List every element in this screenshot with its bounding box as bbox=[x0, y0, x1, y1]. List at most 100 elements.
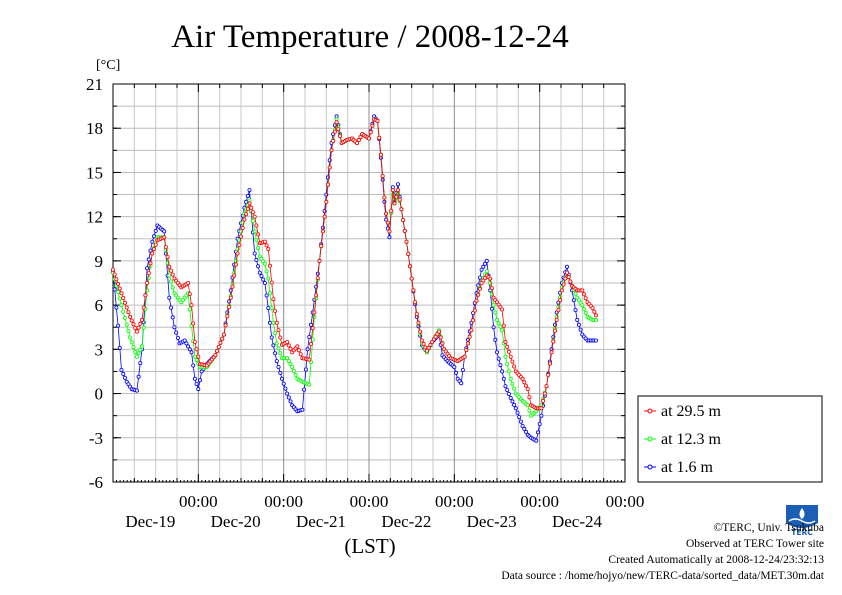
data-point bbox=[325, 182, 330, 187]
data-point bbox=[126, 310, 131, 315]
data-point bbox=[488, 276, 493, 281]
data-point bbox=[114, 305, 119, 310]
data-point bbox=[308, 322, 313, 327]
data-point bbox=[264, 269, 269, 274]
data-point bbox=[279, 376, 284, 381]
data-point bbox=[594, 317, 599, 322]
data-point bbox=[392, 201, 397, 206]
data-point bbox=[213, 353, 218, 358]
legend: at 29.5 m at 12.3 m at 1.6 m bbox=[637, 395, 823, 483]
data-point bbox=[430, 339, 435, 344]
data-point bbox=[278, 370, 283, 375]
data-point bbox=[484, 258, 489, 263]
data-point bbox=[269, 335, 274, 340]
data-point bbox=[594, 313, 599, 318]
data-point bbox=[138, 347, 143, 352]
data-point bbox=[186, 344, 191, 349]
data-point bbox=[418, 329, 423, 334]
data-point bbox=[317, 258, 322, 263]
data-point bbox=[244, 212, 249, 217]
data-point bbox=[288, 399, 293, 404]
data-point bbox=[285, 339, 290, 344]
data-point bbox=[496, 356, 501, 361]
data-point bbox=[505, 388, 510, 393]
data-point bbox=[244, 199, 249, 204]
data-point bbox=[288, 346, 293, 351]
y-tick-label: -6 bbox=[89, 473, 103, 492]
data-point bbox=[134, 329, 139, 334]
data-point bbox=[302, 387, 307, 392]
data-point bbox=[245, 206, 250, 211]
data-point bbox=[384, 211, 389, 216]
data-point bbox=[273, 308, 278, 313]
data-point bbox=[266, 306, 271, 311]
data-point bbox=[522, 380, 527, 385]
x-tick-date-label: Dec-22 bbox=[381, 512, 431, 531]
data-point bbox=[558, 298, 563, 303]
data-point bbox=[151, 234, 156, 239]
data-point bbox=[256, 232, 261, 237]
data-point bbox=[578, 327, 583, 332]
data-point bbox=[332, 129, 337, 134]
data-point bbox=[254, 237, 259, 242]
data-point bbox=[254, 223, 259, 228]
data-point bbox=[426, 345, 431, 350]
data-point bbox=[250, 219, 255, 224]
data-point bbox=[368, 130, 373, 135]
legend-marker bbox=[647, 464, 653, 470]
data-point bbox=[477, 286, 482, 291]
data-point bbox=[423, 345, 428, 350]
data-point bbox=[271, 320, 276, 325]
data-point bbox=[556, 307, 561, 312]
data-point bbox=[235, 251, 240, 256]
data-point bbox=[308, 341, 313, 346]
data-point bbox=[148, 248, 153, 253]
data-point bbox=[264, 243, 269, 248]
data-point bbox=[129, 318, 134, 323]
data-point bbox=[122, 375, 127, 380]
data-point bbox=[172, 325, 177, 330]
data-point bbox=[498, 363, 503, 368]
data-point bbox=[513, 406, 518, 411]
series-line bbox=[112, 118, 597, 409]
data-point bbox=[508, 395, 513, 400]
data-point bbox=[131, 345, 136, 350]
data-point bbox=[187, 292, 192, 297]
data-point bbox=[541, 398, 546, 403]
data-point bbox=[500, 307, 505, 312]
data-point bbox=[534, 438, 539, 443]
x-tick-date-label: Dec-19 bbox=[125, 512, 175, 531]
data-point bbox=[247, 188, 252, 193]
data-point bbox=[573, 291, 578, 296]
data-point bbox=[174, 330, 179, 335]
credits-block: ©TERC, Univ. Tsukuba Observed at TERC To… bbox=[501, 520, 824, 584]
data-point bbox=[189, 303, 194, 308]
data-point bbox=[319, 244, 324, 249]
data-point bbox=[314, 293, 319, 298]
data-point bbox=[565, 270, 570, 275]
data-point bbox=[510, 359, 515, 364]
credit-copyright: ©TERC, Univ. Tsukuba bbox=[713, 522, 824, 534]
data-point bbox=[276, 328, 281, 333]
data-point bbox=[249, 205, 254, 210]
data-point bbox=[192, 354, 197, 359]
data-point bbox=[377, 135, 382, 140]
y-tick-label: -3 bbox=[89, 429, 103, 448]
data-point bbox=[355, 140, 360, 145]
data-point bbox=[189, 350, 194, 355]
data-point bbox=[124, 322, 129, 327]
data-point bbox=[286, 395, 291, 400]
data-point bbox=[111, 267, 116, 272]
data-point bbox=[175, 335, 180, 340]
data-point bbox=[510, 399, 515, 404]
data-point bbox=[269, 280, 274, 285]
data-point bbox=[162, 229, 167, 234]
terc-logo-wave bbox=[788, 518, 816, 524]
data-point bbox=[554, 317, 559, 322]
data-point bbox=[592, 309, 597, 314]
data-point bbox=[256, 264, 261, 269]
data-point bbox=[290, 364, 295, 369]
data-point bbox=[498, 324, 503, 329]
data-point bbox=[571, 298, 576, 303]
data-point bbox=[291, 368, 296, 373]
